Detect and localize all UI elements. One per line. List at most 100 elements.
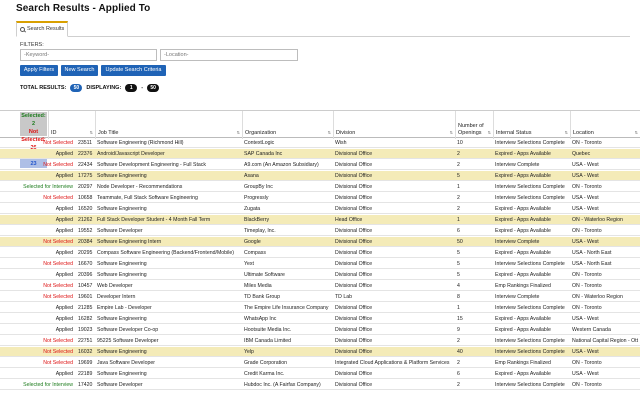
division-name: Divisional Office [335,371,373,377]
job-title-link[interactable]: 95225 Software Developer [97,338,159,344]
search-icon [20,27,25,32]
job-title-link[interactable]: Software Development Engineering - Full … [97,162,206,168]
sort-arrows-icon: ⇅ [634,129,638,135]
table-row[interactable]: Applied 19552 Software Developer Timepla… [0,226,640,236]
job-title-link[interactable]: Software Engineering [97,261,147,267]
table-row[interactable]: Not Selected 19601 Developer Intern TD B… [0,292,640,302]
table-row[interactable]: Applied 20295 Compass Software Engineeri… [0,248,640,258]
table-row[interactable]: Applied 21262 Full Stack Developer Stude… [0,215,640,225]
internal-status: Interview Selections Complete [495,140,565,146]
displaying-separator: - [141,85,144,91]
division-name: Divisional Office [335,261,373,267]
job-title-link[interactable]: Software Developer Co-op [97,327,159,333]
job-title-link[interactable]: Software Engineering [97,173,147,179]
job-title-link[interactable]: Software Engineering [97,206,147,212]
division-name: Divisional Office [335,250,373,256]
organization-name: SAP Canada Inc [244,151,283,157]
job-title-link[interactable]: Software Engineering [97,316,147,322]
column-header-job-title-label: Job Title [98,129,119,136]
tab-search-results[interactable]: Search Results [16,21,69,37]
table-row[interactable]: Not Selected 16032 Software Engineering … [0,347,640,357]
job-title-link[interactable]: Java Software Developer [97,360,155,366]
job-id: 10457 [78,283,93,289]
column-header-division-label: Division [336,129,356,136]
job-title-link[interactable]: Software Engineering [97,371,147,377]
table-row[interactable]: Not Selected 23511 Software Engineering … [0,138,640,148]
application-status: Not Selected [43,283,73,289]
table-row[interactable]: Applied 22189 Software Engineering Credi… [0,369,640,379]
total-results-badge: 50 [70,84,83,92]
job-title-link[interactable]: Developer Intern [97,294,136,300]
application-status: Applied [55,316,73,322]
job-id: 21262 [78,217,93,223]
organization-name: Miles Media [244,283,272,289]
table-row[interactable]: Not Selected 10457 Web Developer Miles M… [0,281,640,291]
job-title-link[interactable]: Software Developer [97,228,143,234]
job-title-link[interactable]: Software Engineering [97,272,147,278]
column-header-division[interactable]: Division ⇅ [333,111,455,139]
job-title-link[interactable]: Software Engineering (Richmond Hill) [97,140,184,146]
table-row[interactable]: Not Selected 20384 Software Engineering … [0,237,640,247]
job-location: USA - North East [572,250,612,256]
organization-name: BlackBerry [244,217,270,223]
column-header-openings-label: Number of Openings [458,123,484,136]
new-search-button[interactable]: New Search [61,65,98,76]
table-row[interactable]: Not Selected 22751 95225 Software Develo… [0,336,640,346]
table-row[interactable]: Not Selected 22434 Software Development … [0,160,640,170]
table-row[interactable]: Not Selected 19699 Java Software Develop… [0,358,640,368]
table-row[interactable]: Not Selected 16670 Software Engineering … [0,259,640,269]
job-title-link[interactable]: Software Engineering [97,349,147,355]
division-name: Divisional Office [335,184,373,190]
table-row[interactable]: Selected for Interview 20297 Node Develo… [0,182,640,192]
job-title-link[interactable]: Compass Software Engineering (Backend/Fr… [97,250,234,256]
column-header-openings[interactable]: Number of Openings ⇅ [455,111,493,139]
job-id: 17420 [78,382,93,388]
job-id: 19552 [78,228,93,234]
job-title-link[interactable]: Web Developer [97,283,133,289]
column-header-id[interactable]: ID ⇅ [48,111,95,139]
job-id: 19601 [78,294,93,300]
job-id: 16520 [78,206,93,212]
keyword-input[interactable] [20,49,157,61]
internal-status: Expired - Apps Available [495,217,551,223]
table-row[interactable]: Selected for Interview 17420 Software De… [0,380,640,390]
job-location: USA - West [572,162,599,168]
column-header-organization[interactable]: Organization ⇅ [242,111,333,139]
division-name: Divisional Office [335,173,373,179]
table-row[interactable]: Applied 16520 Software Engineering Zugat… [0,204,640,214]
job-title-link[interactable]: Empire Lab - Developer [97,305,152,311]
column-header-job-title[interactable]: Job Title ⇅ [95,111,242,139]
job-title-link[interactable]: Software Engineering Intern [97,239,162,245]
table-row[interactable]: Applied 16282 Software Engineering Whats… [0,314,640,324]
internal-status: Expired - Apps Available [495,250,551,256]
sort-arrows-icon: ⇅ [89,129,93,135]
division-name: Divisional Office [335,283,373,289]
job-title-link[interactable]: Software Developer [97,382,143,388]
job-title-link[interactable]: Android/Javascript Developer [97,151,165,157]
job-title-link[interactable]: Teammate, Full Stack Software Engineerin… [97,195,198,201]
displaying-to-badge: 50 [147,84,160,92]
job-title-link[interactable]: Full Stack Developer Student - 4 Month F… [97,217,211,223]
openings-count: 40 [457,349,463,355]
internal-status: Expired - Apps Available [495,316,551,322]
job-location: ON - Toronto [572,360,602,366]
sort-arrows-icon: ⇅ [449,129,453,135]
table-row[interactable]: Applied 21285 Empire Lab - Developer The… [0,303,640,313]
apply-filters-button[interactable]: Apply Filters [20,65,58,76]
application-status: Not Selected [43,349,73,355]
table-row[interactable]: Applied 22376 Android/Javascript Develop… [0,149,640,159]
job-title-link[interactable]: Node Developer - Recommendations [97,184,183,190]
table-row[interactable]: Not Selected 10658 Teammate, Full Stack … [0,193,640,203]
table-row[interactable]: Applied 19023 Software Developer Co-op H… [0,325,640,335]
column-header-location[interactable]: Location ⇅ [570,111,640,139]
organization-name: Yelp [244,349,254,355]
table-header: Selected: 2 Not Selected: 26 Remaining: … [0,110,640,168]
update-search-criteria-button[interactable]: Update Search Criteria [101,65,166,76]
table-row[interactable]: Applied 17275 Software Engineering Asana… [0,171,640,181]
column-header-internal-status[interactable]: Internal Status ⇅ [493,111,570,139]
division-name: TD Lab [335,294,353,300]
table-row[interactable]: Applied 20396 Software Engineering Ultim… [0,270,640,280]
organization-name: Credit Karma Inc. [244,371,285,377]
location-input[interactable] [160,49,298,61]
organization-name: Hubdoc Inc. (A Fairfax Company) [244,382,321,388]
